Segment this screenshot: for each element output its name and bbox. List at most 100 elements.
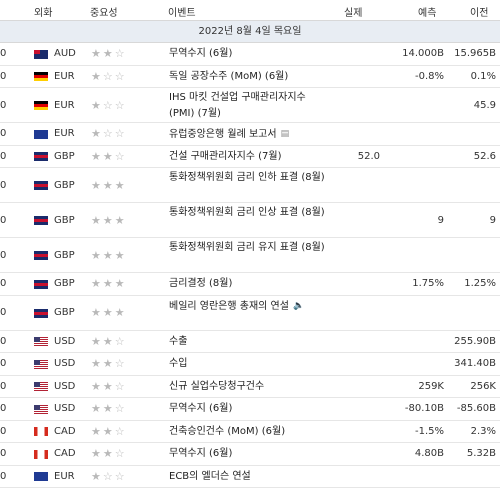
- event-time: 0: [0, 249, 6, 261]
- importance-stars-icon: ★★☆: [91, 149, 127, 163]
- previous-value: -85.60B: [456, 403, 496, 415]
- event-name[interactable]: 수입: [169, 356, 329, 372]
- event-label[interactable]: 통화정책위원회 금리 인상 표결 (8월): [169, 207, 325, 218]
- flag-gb-icon: [34, 181, 48, 190]
- table-row[interactable]: 0 USD ★★☆ 수입 341.40B: [0, 353, 500, 376]
- importance-stars-icon: ★★☆: [91, 424, 127, 438]
- currency-code: AUD: [54, 48, 76, 60]
- forecast-value: -1.5%: [414, 425, 444, 437]
- header-forecast[interactable]: 예측: [418, 8, 437, 19]
- table-row[interactable]: 0 GBP ★★★ 통화정책위원회 금리 유지 표결 (8월): [0, 238, 500, 273]
- currency-code: GBP: [54, 249, 75, 261]
- event-name[interactable]: IHS 마킷 건설업 구매관리자지수 (PMI) (7월): [169, 90, 329, 122]
- flag-de-icon: [34, 101, 48, 110]
- event-time: 0: [0, 179, 6, 191]
- table-row[interactable]: 0 USD ★★☆ 무역수지 (6월) -80.10B -85.60B: [0, 398, 500, 421]
- event-label[interactable]: ECB의 엘더슨 연설: [169, 470, 251, 482]
- event-name[interactable]: 금리결정 (8월): [169, 276, 329, 292]
- currency-code: GBP: [54, 278, 75, 290]
- table-row[interactable]: 0 GBP ★★★ 금리결정 (8월) 1.75% 1.25%: [0, 273, 500, 296]
- importance-stars-icon: ★★★: [91, 277, 127, 291]
- event-label[interactable]: 수입: [169, 358, 188, 370]
- header-actual[interactable]: 실제: [344, 8, 363, 19]
- header-previous[interactable]: 이전: [470, 8, 489, 19]
- event-label[interactable]: 금리결정 (8월): [169, 278, 233, 290]
- table-row[interactable]: 0 EUR ★☆☆ 유럽중앙은행 월례 보고서 ▤: [0, 123, 500, 146]
- previous-value: 256K: [470, 380, 496, 392]
- table-row[interactable]: 0 USD ★★☆ 신규 실업수당청구건수 259K 256K: [0, 376, 500, 398]
- header-importance[interactable]: 중요성: [90, 8, 118, 19]
- event-label[interactable]: 무역수지 (6월): [169, 448, 233, 460]
- flag-de-icon: [34, 72, 48, 82]
- importance-stars-icon: ★★☆: [91, 357, 127, 371]
- header-event[interactable]: 이벤트: [168, 8, 196, 19]
- event-label[interactable]: 통화정책위원회 금리 유지 표결 (8월): [169, 242, 325, 253]
- event-name[interactable]: 수출: [169, 334, 329, 350]
- forecast-value: 9: [437, 214, 444, 226]
- importance-stars-icon: ★★☆: [91, 379, 127, 393]
- event-name[interactable]: 건축승인건수 (MoM) (6월): [169, 424, 329, 440]
- importance-stars-icon: ★☆☆: [91, 69, 127, 83]
- previous-value: 1.25%: [464, 278, 496, 290]
- previous-value: 0.1%: [470, 70, 496, 82]
- event-label[interactable]: 건설 구매관리자지수 (7월): [169, 150, 282, 162]
- flag-gb-icon: [34, 216, 48, 225]
- event-label[interactable]: 유럽중앙은행 월례 보고서: [169, 129, 277, 141]
- event-label[interactable]: 통화정책위원회 금리 인하 표결 (8월): [169, 172, 325, 183]
- event-label[interactable]: 베일리 영란은행 총재의 연설: [169, 300, 289, 312]
- event-name[interactable]: 무역수지 (6월): [169, 46, 329, 62]
- event-label[interactable]: IHS 마킷 건설업 구매관리자지수 (PMI) (7월): [169, 92, 306, 119]
- table-row[interactable]: 0 CAD ★★☆ 무역수지 (6월) 4.80B 5.32B: [0, 443, 500, 466]
- table-row[interactable]: 0 GBP ★★★ 통화정책위원회 금리 인하 표결 (8월): [0, 168, 500, 203]
- flag-us-icon: [34, 359, 48, 369]
- table-row[interactable]: 0 GBP ★★★ 베일리 영란은행 총재의 연설 🔈: [0, 296, 500, 331]
- event-time: 0: [0, 48, 6, 60]
- event-label[interactable]: 신규 실업수당청구건수: [169, 380, 265, 392]
- importance-stars-icon: ★★☆: [91, 47, 127, 61]
- previous-value: 52.6: [473, 150, 496, 162]
- importance-stars-icon: ★☆☆: [91, 98, 127, 112]
- table-row[interactable]: 0 EUR ★☆☆ IHS 마킷 건설업 구매관리자지수 (PMI) (7월) 45.9: [0, 88, 500, 123]
- flag-us-icon: [34, 404, 48, 414]
- event-label[interactable]: 독일 공장수주 (MoM) (6월): [169, 70, 289, 82]
- forecast-value: 14.000B: [402, 48, 444, 60]
- currency-code: USD: [54, 380, 76, 392]
- event-time: 0: [0, 70, 6, 82]
- event-name[interactable]: 통화정책위원회 금리 인상 표결 (8월): [169, 205, 329, 221]
- table-row[interactable]: 0 CAD ★★☆ 건축승인건수 (MoM) (6월) -1.5% 2.3%: [0, 421, 500, 443]
- currency-code: GBP: [54, 179, 75, 191]
- speaker-icon[interactable]: 🔈: [292, 300, 305, 311]
- event-name[interactable]: 통화정책위원회 금리 인하 표결 (8월): [169, 170, 329, 186]
- event-name[interactable]: 신규 실업수당청구건수: [169, 379, 329, 395]
- event-name[interactable]: 무역수지 (6월): [169, 401, 329, 417]
- table-row[interactable]: 0 USD ★★☆ 수출 255.90B: [0, 331, 500, 353]
- event-name[interactable]: 베일리 영란은행 총재의 연설 🔈: [169, 298, 329, 315]
- event-time: 0: [0, 335, 6, 347]
- table-row[interactable]: 0 GBP ★★★ 통화정책위원회 금리 인상 표결 (8월) 9 9: [0, 203, 500, 238]
- currency-code: EUR: [54, 70, 75, 82]
- event-name[interactable]: 건설 구매관리자지수 (7월): [169, 149, 329, 165]
- event-name[interactable]: 무역수지 (6월): [169, 446, 329, 462]
- table-row[interactable]: 0 EUR ★☆☆ 독일 공장수주 (MoM) (6월) -0.8% 0.1%: [0, 66, 500, 88]
- table-row[interactable]: 0 AUD ★★☆ 무역수지 (6월) 14.000B 15.965B: [0, 43, 500, 66]
- event-time: 0: [0, 470, 6, 482]
- report-icon[interactable]: ▤: [280, 129, 290, 140]
- event-name[interactable]: 독일 공장수주 (MoM) (6월): [169, 69, 329, 85]
- event-name[interactable]: ECB의 엘더슨 연설: [169, 469, 329, 485]
- importance-stars-icon: ★★★: [91, 213, 127, 227]
- event-label[interactable]: 무역수지 (6월): [169, 403, 233, 415]
- header-currency[interactable]: 외화: [34, 8, 53, 19]
- event-name[interactable]: 유럽중앙은행 월례 보고서 ▤: [169, 126, 329, 143]
- importance-stars-icon: ★★☆: [91, 334, 127, 348]
- event-label[interactable]: 무역수지 (6월): [169, 48, 233, 60]
- event-name[interactable]: 통화정책위원회 금리 유지 표결 (8월): [169, 240, 329, 256]
- table-row[interactable]: 0 GBP ★★☆ 건설 구매관리자지수 (7월) 52.0 52.6: [0, 146, 500, 168]
- forecast-value: 4.80B: [414, 448, 444, 460]
- previous-value: 15.965B: [454, 48, 496, 60]
- flag-ca-icon: [34, 427, 48, 437]
- flag-us-icon: [34, 337, 48, 347]
- table-row[interactable]: 0 EUR ★☆☆ ECB의 엘더슨 연설: [0, 466, 500, 488]
- event-label[interactable]: 건축승인건수 (MoM) (6월): [169, 425, 286, 437]
- importance-stars-icon: ★☆☆: [91, 469, 127, 483]
- event-label[interactable]: 수출: [169, 335, 188, 347]
